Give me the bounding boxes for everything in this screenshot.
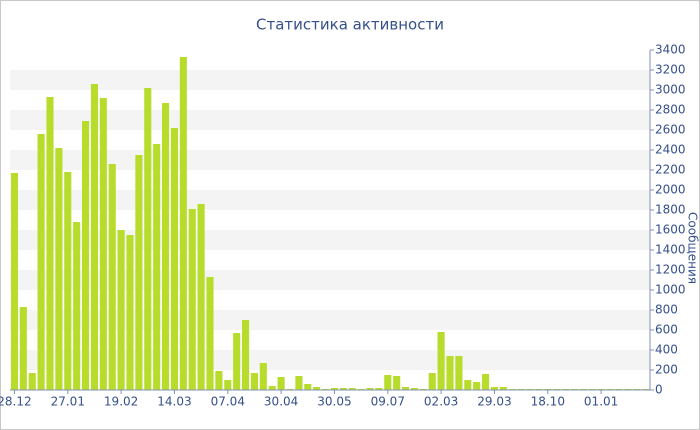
y-tick-label: 3400 bbox=[655, 43, 686, 57]
y-tick-label: 1000 bbox=[655, 283, 686, 297]
bar bbox=[37, 134, 45, 390]
bar bbox=[437, 332, 445, 390]
bar bbox=[464, 380, 472, 390]
x-tick-label: 02.03 bbox=[424, 395, 458, 409]
bar bbox=[73, 222, 81, 390]
x-tick-label: 07.04 bbox=[211, 395, 245, 409]
bar bbox=[153, 144, 161, 390]
x-tick-label: 14.03 bbox=[157, 395, 191, 409]
bar bbox=[428, 373, 436, 390]
bar bbox=[82, 121, 90, 390]
bar bbox=[268, 386, 276, 390]
bar bbox=[55, 148, 63, 390]
grid-band bbox=[10, 310, 650, 330]
bar bbox=[215, 371, 223, 390]
bar bbox=[233, 333, 241, 390]
y-tick-label: 200 bbox=[655, 363, 678, 377]
bar bbox=[126, 235, 134, 390]
grid-band bbox=[10, 190, 650, 210]
bar bbox=[10, 173, 18, 390]
y-tick-label: 1200 bbox=[655, 263, 686, 277]
bar bbox=[490, 387, 498, 390]
y-tick-label: 2800 bbox=[655, 103, 686, 117]
chart-title: Статистика активности bbox=[256, 16, 444, 34]
x-tick-label: 18.10 bbox=[531, 395, 565, 409]
bar bbox=[393, 376, 401, 390]
grid-band bbox=[10, 70, 650, 90]
x-tick-label: 09.07 bbox=[371, 395, 405, 409]
y-tick-label: 3200 bbox=[655, 63, 686, 77]
bar bbox=[339, 388, 347, 390]
bar bbox=[499, 387, 507, 390]
bar bbox=[402, 387, 410, 390]
bar bbox=[348, 388, 356, 390]
x-tick-label: 19.02 bbox=[104, 395, 138, 409]
bar bbox=[135, 155, 143, 390]
y-tick-label: 2200 bbox=[655, 163, 686, 177]
x-tick-label: 30.05 bbox=[317, 395, 351, 409]
bar bbox=[295, 376, 303, 390]
y-tick-label: 2400 bbox=[655, 143, 686, 157]
x-tick-label: 30.04 bbox=[264, 395, 298, 409]
bar bbox=[90, 84, 98, 390]
bar bbox=[375, 388, 383, 390]
bar bbox=[330, 388, 338, 390]
y-tick-label: 0 bbox=[655, 383, 663, 397]
bar bbox=[259, 363, 267, 390]
bar bbox=[162, 103, 170, 390]
x-tick-label: 01.01 bbox=[584, 395, 618, 409]
bar bbox=[242, 320, 250, 390]
bar bbox=[117, 230, 125, 390]
bar bbox=[473, 382, 481, 390]
bar bbox=[99, 98, 107, 390]
y-tick-label: 2600 bbox=[655, 123, 686, 137]
bar bbox=[455, 356, 463, 390]
y-tick-label: 3000 bbox=[655, 83, 686, 97]
y-tick-label: 400 bbox=[655, 343, 678, 357]
bar bbox=[366, 388, 374, 390]
bar bbox=[46, 97, 54, 390]
y-tick-label: 1800 bbox=[655, 203, 686, 217]
bar bbox=[313, 387, 321, 390]
bar bbox=[482, 374, 490, 390]
grid-band bbox=[10, 270, 650, 290]
y-tick-label: 1400 bbox=[655, 243, 686, 257]
y-tick-label: 1600 bbox=[655, 223, 686, 237]
bar bbox=[170, 128, 178, 390]
bar bbox=[410, 388, 418, 390]
grid-band bbox=[10, 350, 650, 370]
bar bbox=[384, 375, 392, 390]
x-tick-label: 29.03 bbox=[477, 395, 511, 409]
x-tick-label: 27.01 bbox=[51, 395, 85, 409]
bar bbox=[277, 377, 285, 390]
bar bbox=[19, 307, 27, 390]
y-tick-label: 800 bbox=[655, 303, 678, 317]
grid-band bbox=[10, 150, 650, 170]
bar bbox=[144, 88, 152, 390]
bar bbox=[179, 57, 187, 390]
bar bbox=[108, 164, 116, 390]
grid-band bbox=[10, 110, 650, 130]
grid-band bbox=[10, 230, 650, 250]
bar bbox=[28, 373, 36, 390]
bar bbox=[446, 356, 454, 390]
x-tick-label: 28.12 bbox=[0, 395, 32, 409]
y-axis-title: Сообщения bbox=[686, 212, 700, 284]
bar bbox=[304, 384, 312, 390]
bar bbox=[188, 209, 196, 390]
bar bbox=[197, 204, 205, 390]
y-tick-label: 600 bbox=[655, 323, 678, 337]
bar bbox=[206, 277, 214, 390]
bar bbox=[250, 373, 258, 390]
bar bbox=[224, 380, 232, 390]
y-tick-label: 2000 bbox=[655, 183, 686, 197]
bar bbox=[64, 172, 72, 390]
